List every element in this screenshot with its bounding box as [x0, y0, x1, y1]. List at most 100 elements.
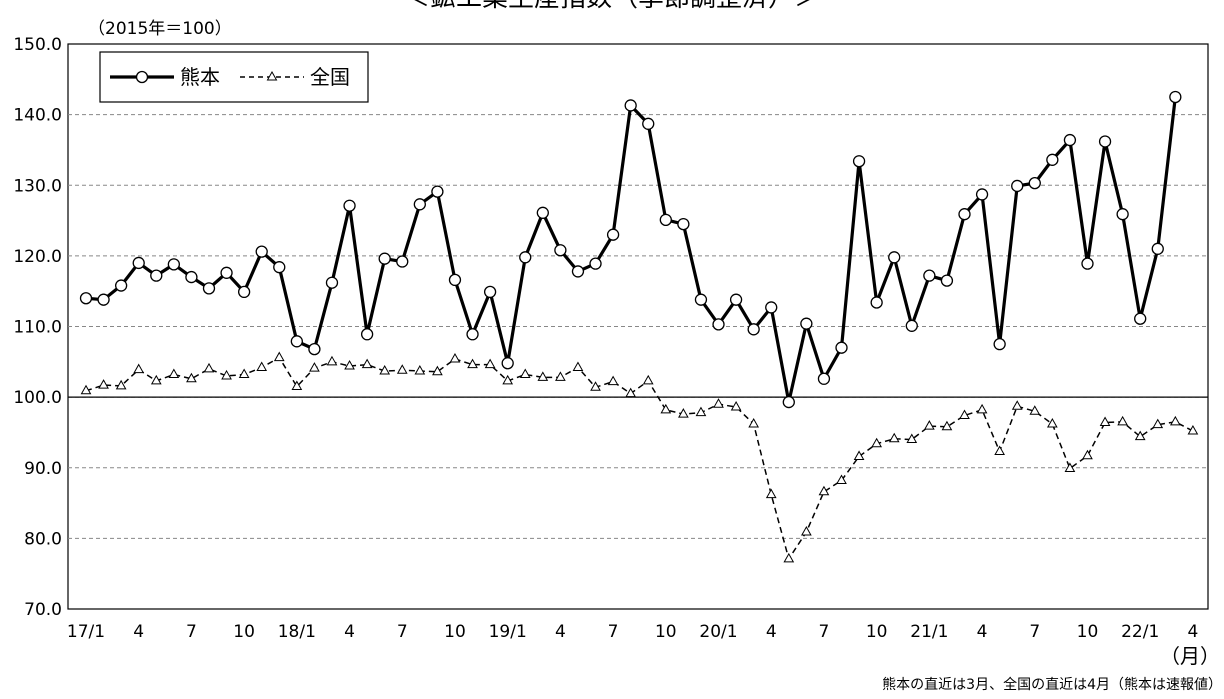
point — [1063, 133, 1077, 147]
x-tick-label: 4 — [1187, 622, 1198, 642]
point — [924, 420, 935, 430]
point — [624, 99, 637, 112]
point — [976, 403, 988, 414]
point — [853, 450, 865, 460]
point — [186, 372, 197, 383]
point — [923, 269, 936, 282]
unit-note: （2015年＝100） — [88, 19, 232, 39]
point — [713, 398, 724, 408]
y-tick-label: 100.0 — [13, 388, 62, 408]
y-tick-label: 140.0 — [13, 106, 62, 126]
y-tick-label: 150.0 — [13, 35, 62, 55]
point — [361, 358, 373, 369]
point — [678, 408, 689, 418]
y-tick-label: 80.0 — [24, 529, 62, 549]
point — [694, 293, 708, 306]
point — [1099, 416, 1111, 427]
y-tick-label: 120.0 — [13, 247, 62, 267]
point — [888, 432, 900, 443]
point — [466, 328, 479, 341]
point — [906, 433, 918, 443]
point — [1098, 135, 1112, 148]
x-tick-label: 7 — [1029, 622, 1040, 642]
point — [255, 245, 268, 258]
point — [748, 417, 760, 428]
point — [98, 379, 109, 389]
point — [168, 368, 180, 379]
y-tick-label: 70.0 — [24, 600, 62, 620]
point — [607, 375, 619, 386]
point — [273, 261, 286, 274]
point — [800, 317, 813, 330]
point — [221, 369, 232, 380]
point — [378, 252, 391, 265]
point — [150, 374, 162, 385]
point — [448, 273, 462, 287]
point — [132, 256, 145, 270]
point — [590, 381, 601, 391]
point — [256, 361, 268, 371]
point — [659, 213, 672, 227]
point — [1046, 153, 1059, 166]
point — [817, 372, 831, 385]
point — [1028, 176, 1041, 190]
x-tick-label: 7 — [608, 622, 619, 642]
x-tick-label: 4 — [977, 622, 988, 642]
point — [396, 364, 408, 374]
footnote: 熊本の直近は3月、全国の直近は4月（熊本は速報値） — [882, 676, 1222, 693]
point — [1152, 418, 1164, 429]
point — [502, 374, 514, 385]
point — [79, 292, 93, 305]
point — [1151, 242, 1164, 255]
point — [958, 208, 971, 221]
x-tick-label: 20/1 — [699, 622, 737, 642]
point — [150, 269, 163, 282]
point — [1169, 90, 1182, 104]
x-tick-label: 21/1 — [910, 622, 948, 642]
x-tick-label: 7 — [186, 622, 197, 642]
point — [1116, 208, 1129, 221]
point — [203, 362, 215, 373]
x-tick-label: 4 — [344, 622, 355, 642]
point — [835, 341, 848, 354]
point — [519, 251, 532, 264]
point — [993, 338, 1006, 351]
point — [185, 270, 198, 284]
point — [871, 437, 883, 448]
point — [1117, 415, 1128, 426]
point — [379, 364, 391, 375]
point — [888, 251, 901, 264]
point — [80, 384, 92, 395]
point — [273, 351, 285, 362]
point — [1029, 405, 1041, 415]
point — [870, 296, 883, 309]
point — [940, 274, 954, 287]
x-tick-label: 18/1 — [278, 622, 316, 642]
point — [765, 301, 778, 314]
point — [309, 362, 320, 372]
point — [291, 380, 303, 391]
point — [905, 319, 918, 332]
point — [818, 485, 830, 496]
point — [414, 364, 426, 375]
x-tick-label: 10 — [866, 622, 888, 642]
point — [1134, 430, 1146, 441]
point — [782, 395, 795, 409]
point — [677, 217, 690, 231]
point — [959, 409, 970, 419]
x-tick-label: 17/1 — [67, 622, 105, 642]
x-tick-label: 10 — [444, 622, 466, 642]
point — [431, 185, 444, 198]
point — [1011, 400, 1023, 410]
point — [1081, 257, 1094, 270]
point — [115, 379, 127, 390]
point — [97, 293, 110, 306]
chart-title: ＜鉱工業生産指数（季節調整済）＞ — [404, 0, 820, 13]
point — [467, 358, 478, 369]
point — [237, 285, 251, 299]
x-tick-label: 10 — [233, 622, 255, 642]
point — [729, 293, 743, 306]
point — [747, 323, 760, 336]
point — [783, 552, 795, 563]
point — [396, 255, 409, 268]
